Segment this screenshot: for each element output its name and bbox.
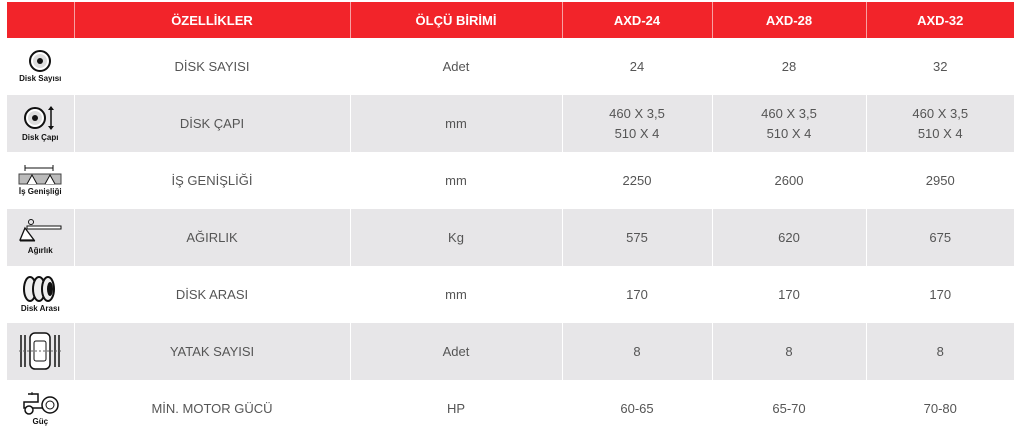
- table-row: Disk Sayısı DİSK SAYISI Adet 24 28 32: [7, 38, 1014, 95]
- value-cell-axd-24: 60-65: [561, 380, 712, 437]
- disk-icon: [28, 49, 52, 73]
- table-row: Ağırlık AĞIRLIK Kg 575 620 675: [7, 209, 1014, 266]
- value-line: 8: [633, 343, 641, 359]
- value-cell-axd-28: 28: [711, 38, 866, 95]
- value-line: 2600: [774, 172, 804, 188]
- table-row: Disk Çapı DİSK ÇAPI mm 460 X 3,5 510 X 4 460 …: [7, 95, 1014, 152]
- value-cell-axd-32: 675: [865, 209, 1014, 266]
- value-cell-axd-24: 2250: [561, 152, 712, 209]
- icon-caption: Güç: [32, 417, 49, 426]
- icon-caption: Disk Çapı: [22, 133, 59, 142]
- header-icon-col: [7, 2, 74, 38]
- value-cell-axd-32: 32: [865, 38, 1014, 95]
- value-line: 170: [778, 286, 800, 302]
- value-cell-axd-28: 620: [711, 209, 866, 266]
- feature-cell: DİSK ARASI: [73, 266, 350, 323]
- feature-cell: AĞIRLIK: [73, 209, 350, 266]
- unit-cell: mm: [349, 95, 562, 152]
- row-icon-cell: İş Genişliği: [7, 152, 74, 209]
- value-line: 170: [929, 286, 952, 302]
- icon-caption: Disk Arası: [20, 304, 60, 313]
- disk-spacing-icon: [22, 275, 58, 303]
- value-line: 24: [629, 58, 645, 74]
- value-line: 32: [933, 58, 948, 74]
- feature-cell: MİN. MOTOR GÜCÜ: [73, 380, 350, 437]
- value-cell-axd-24: 24: [561, 38, 712, 95]
- disk-diameter-icon: [23, 104, 57, 132]
- table-row: Disk Arası DİSK ARASI mm 170 170 170: [7, 266, 1014, 323]
- value-line: 575: [626, 229, 648, 245]
- unit-cell: Adet: [349, 323, 562, 380]
- row-icon-cell: Disk Çapı: [7, 95, 74, 152]
- value-cell-axd-24: 170: [561, 266, 712, 323]
- value-line: 2950: [925, 172, 955, 188]
- value-line: 28: [781, 58, 797, 74]
- row-icon-cell: Disk Arası: [7, 266, 74, 323]
- feature-cell: İŞ GENİŞLİĞİ: [73, 152, 350, 209]
- value-line: 510 X 4: [766, 125, 812, 141]
- value-line: 620: [778, 229, 800, 245]
- value-line: 65-70: [772, 400, 806, 416]
- value-cell-axd-28: 65-70: [711, 380, 866, 437]
- feature-cell: YATAK SAYISI: [73, 323, 350, 380]
- row-icon-cell: Güç: [7, 380, 74, 437]
- value-cell-axd-32: 460 X 3,5 510 X 4: [865, 95, 1014, 152]
- header-row: ÖZELLİKLER ÖLÇÜ BİRİMİ AXD-24 AXD-28 AXD…: [7, 2, 1014, 38]
- weight-scale-icon: [17, 219, 63, 245]
- table-row: Güç MİN. MOTOR GÜCÜ HP 60-65 65-70 70-80: [7, 380, 1014, 437]
- value-cell-axd-32: 2950: [865, 152, 1014, 209]
- value-line: 8: [936, 343, 944, 359]
- icon-caption: Ağırlık: [27, 246, 53, 255]
- value-line: 170: [626, 286, 648, 302]
- value-line: 460 X 3,5: [912, 105, 969, 121]
- spec-table: ÖZELLİKLER ÖLÇÜ BİRİMİ AXD-24 AXD-28 AXD…: [7, 2, 1014, 437]
- value-line: 70-80: [923, 400, 957, 416]
- value-cell-axd-28: 8: [711, 323, 866, 380]
- unit-cell: Adet: [349, 38, 562, 95]
- tractor-icon: [20, 390, 60, 416]
- unit-cell: mm: [349, 152, 562, 209]
- value-cell-axd-24: 575: [561, 209, 712, 266]
- feature-cell: DİSK ÇAPI: [73, 95, 350, 152]
- value-line: 8: [785, 343, 793, 359]
- value-line: 510 X 4: [917, 125, 963, 141]
- unit-cell: Kg: [349, 209, 562, 266]
- header-unit: ÖLÇÜ BİRİMİ: [349, 2, 562, 38]
- row-icon-cell: Disk Sayısı: [7, 38, 74, 95]
- value-cell-axd-32: 70-80: [865, 380, 1014, 437]
- value-line: 460 X 3,5: [609, 105, 665, 121]
- value-cell-axd-24: 460 X 3,5 510 X 4: [561, 95, 712, 152]
- table-row: İş Genişliği İŞ GENİŞLİĞİ mm 2250 2600 2950: [7, 152, 1014, 209]
- row-icon-cell: [7, 323, 74, 380]
- value-cell-axd-28: 170: [711, 266, 866, 323]
- feature-cell: DİSK SAYISI: [73, 38, 350, 95]
- header-model-axd-28: AXD-28: [711, 2, 866, 38]
- value-line: 675: [929, 229, 952, 245]
- work-width-icon: [17, 164, 63, 186]
- icon-caption: Disk Sayısı: [19, 74, 62, 83]
- value-cell-axd-28: 2600: [711, 152, 866, 209]
- bearing-icon: [17, 329, 63, 373]
- value-cell-axd-24: 8: [561, 323, 712, 380]
- value-line: 510 X 4: [614, 125, 660, 141]
- value-line: 60-65: [620, 400, 654, 416]
- value-cell-axd-28: 460 X 3,5 510 X 4: [711, 95, 866, 152]
- table-row: YATAK SAYISI Adet 8 8 8: [7, 323, 1014, 380]
- header-model-axd-32: AXD-32: [865, 2, 1014, 38]
- value-cell-axd-32: 8: [865, 323, 1014, 380]
- unit-cell: mm: [349, 266, 562, 323]
- value-line: 460 X 3,5: [761, 105, 817, 121]
- icon-caption: İş Genişliği: [18, 187, 62, 196]
- unit-cell: HP: [349, 380, 562, 437]
- value-cell-axd-32: 170: [865, 266, 1014, 323]
- header-model-axd-24: AXD-24: [561, 2, 712, 38]
- row-icon-cell: Ağırlık: [7, 209, 74, 266]
- value-line: 2250: [622, 172, 652, 188]
- header-feature: ÖZELLİKLER: [73, 2, 350, 38]
